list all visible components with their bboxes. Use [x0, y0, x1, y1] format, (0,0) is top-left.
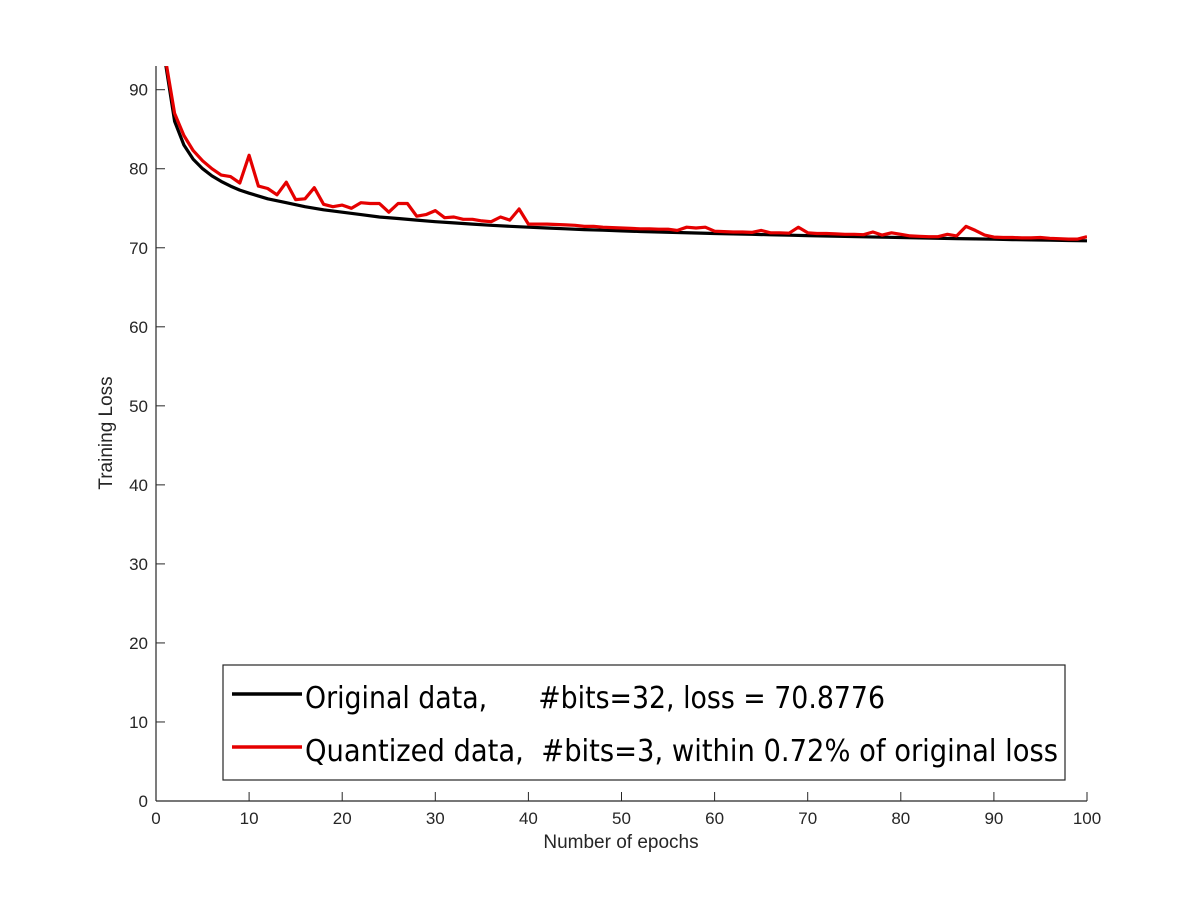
legend-box	[222, 664, 1066, 781]
x-tick-label: 80	[891, 809, 910, 828]
legend: Original data, #bits=32, loss = 70.8776 …	[222, 664, 1066, 781]
x-tick-label: 20	[333, 809, 352, 828]
series-layer	[164, 66, 1087, 243]
y-tick-label: 0	[139, 792, 148, 811]
y-tick-label: 80	[129, 160, 148, 179]
x-ticks: 0 10 20 30 40 50 60 70 80 90 100	[151, 792, 1101, 828]
x-tick-label: 50	[612, 809, 631, 828]
y-tick-label: 50	[129, 397, 148, 416]
y-tick-label: 70	[129, 239, 148, 258]
x-tick-label: 30	[426, 809, 445, 828]
y-ticks: 0 10 20 30 40 50 60 70 80 90	[129, 81, 165, 811]
series-line-original	[164, 66, 1087, 243]
y-tick-label: 10	[129, 713, 148, 732]
y-tick-label: 40	[129, 476, 148, 495]
legend-label-original: Original data, #bits=32, loss = 70.8776	[305, 681, 885, 716]
y-tick-label: 90	[129, 81, 148, 100]
y-tick-label: 30	[129, 555, 148, 574]
x-tick-label: 90	[984, 809, 1003, 828]
x-tick-label: 0	[151, 809, 160, 828]
y-tick-label: 60	[129, 318, 148, 337]
legend-label-quantized: Quantized data, #bits=3, within 0.72% of…	[305, 734, 1058, 769]
x-tick-label: 60	[705, 809, 724, 828]
y-axis-title: Training Loss	[96, 376, 117, 489]
x-tick-label: 70	[798, 809, 817, 828]
x-tick-label: 10	[240, 809, 259, 828]
series-line-quantized	[165, 66, 1087, 241]
x-tick-label: 100	[1073, 809, 1101, 828]
x-tick-label: 40	[519, 809, 538, 828]
y-tick-label: 20	[129, 634, 148, 653]
x-axis-title: Number of epochs	[543, 832, 698, 853]
